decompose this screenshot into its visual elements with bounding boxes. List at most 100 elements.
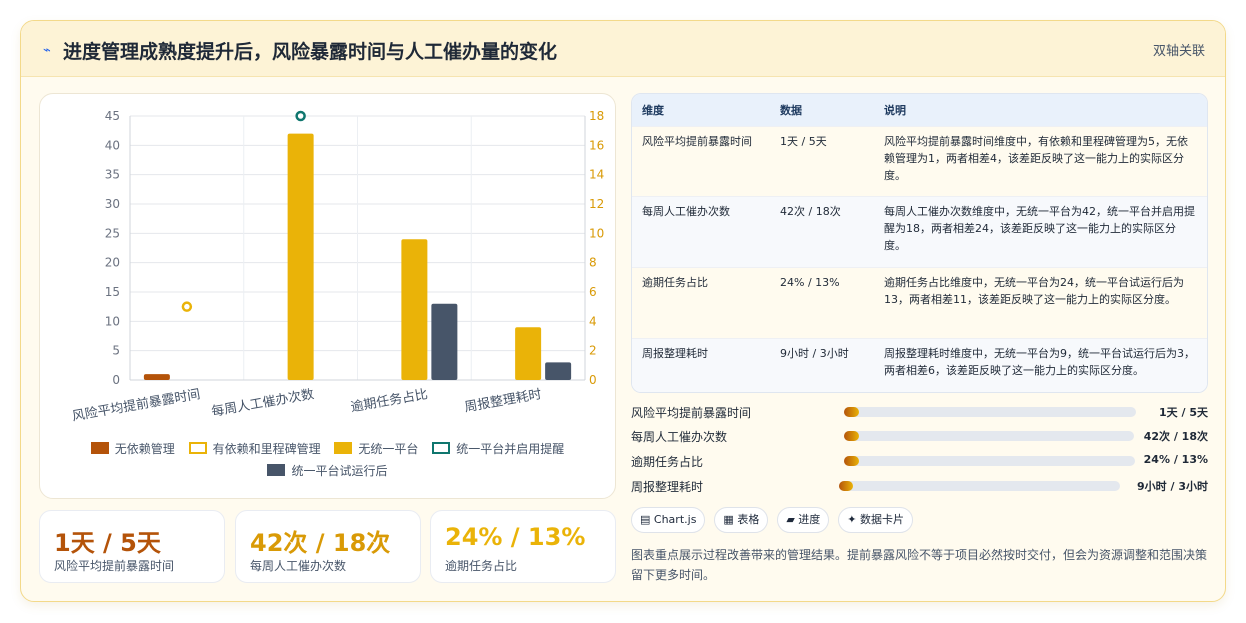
dual-axis-badge: 双轴关联 [1152, 44, 1205, 59]
progress-label: 风险平均提前暴露时间 [631, 406, 752, 420]
progress-track [844, 431, 1134, 441]
y-left-tick-label: 30 [105, 197, 120, 211]
chip-label: 数据卡片 [860, 513, 905, 526]
stat-label: 逾期任务占比 [445, 559, 518, 573]
legend-swatch [267, 464, 286, 476]
y-left-tick-label: 35 [105, 168, 120, 182]
y-left-tick-label: 15 [105, 285, 120, 299]
stat-value: 24% / 13% [445, 523, 586, 551]
progress-value: 1天 / 5天 [1159, 406, 1208, 419]
chip-progress[interactable]: ▰ 进度 [777, 507, 830, 533]
table-cell: 1天 / 5天 [770, 125, 874, 196]
table-row: 周报整理耗时 9小时 / 3小时 周报整理耗时维度中，无统一平台为9，统一平台试… [632, 337, 1207, 392]
y-left-tick-label: 45 [105, 109, 120, 123]
stat-card-reminders: 42次 / 18次 每周人工催办次数 [235, 510, 421, 583]
table-cell: 逾期任务占比 [632, 266, 770, 338]
y-right-tick-label: 4 [589, 314, 597, 328]
page-title: 进度管理成熟度提升后，风险暴露时间与人工催办量的变化 [63, 41, 558, 63]
table-cell: 周报整理耗时维度中，无统一平台为9，统一平台试运行后为3，两者相差6，该差距反映… [874, 337, 1207, 392]
table-icon: ▦ [723, 513, 734, 526]
stat-value: 1天 / 5天 [54, 529, 161, 557]
chip-label: Chart.js [653, 513, 697, 526]
bar [287, 133, 314, 380]
progress-row-risk-exposure: 风险平均提前暴露时间 1天 / 5天 [631, 404, 1208, 420]
table-header-row: 维度 数据 说明 [632, 94, 1207, 126]
progress-row-overdue: 逾期任务占比 24% / 13% [631, 453, 1208, 469]
x-tick-label: 逾期任务占比 [349, 386, 429, 415]
stat-card-risk-exposure: 1天 / 5天 风险平均提前暴露时间 [39, 510, 225, 583]
data-point [181, 301, 193, 312]
legend-swatch [432, 442, 451, 454]
y-left-tick-label: 25 [105, 226, 120, 240]
progress-track [844, 407, 1136, 417]
legend-label: 有依赖和里程碑管理 [212, 442, 321, 456]
y-right-tick-label: 18 [589, 109, 604, 123]
legend-swatch [334, 442, 353, 454]
y-left-tick-label: 20 [105, 256, 120, 270]
legend-label: 无依赖管理 [114, 442, 175, 456]
chip-label: 进度 [798, 513, 821, 526]
sparkle-icon: ✦ [847, 513, 857, 526]
stat-card-overdue: 24% / 13% 逾期任务占比 [430, 510, 616, 583]
data-table-panel: 维度 数据 说明 风险平均提前暴露时间 1天 / 5天 风险平均提前暴露时间维度… [631, 93, 1208, 393]
lightning-icon: ⌁ [43, 43, 51, 58]
legend-item-no-platform[interactable]: 无统一平台 [334, 440, 418, 457]
table-row: 逾期任务占比 24% / 13% 逾期任务占比维度中，无统一平台为24，统一平台… [632, 266, 1207, 338]
progress-track [844, 456, 1135, 466]
table-cell: 每周人工催办次数 [632, 195, 770, 267]
progress-fill [844, 407, 859, 417]
progress-fill [844, 431, 859, 441]
bar [401, 239, 428, 380]
y-left-tick-label: 5 [112, 344, 120, 358]
data-point [295, 110, 306, 122]
chip-chartjs[interactable]: ▤ Chart.js [631, 507, 706, 533]
chip-label: 表格 [737, 513, 760, 526]
bar [545, 362, 572, 380]
y-left-tick-label: 40 [105, 138, 120, 152]
progress-fill [844, 456, 859, 466]
progress-value: 24% / 13% [1143, 453, 1208, 466]
table-row: 每周人工催办次数 42次 / 18次 每周人工催办次数维度中，无统一平台为42，… [632, 195, 1207, 267]
data-table: 维度 数据 说明 风险平均提前暴露时间 1天 / 5天 风险平均提前暴露时间维度… [632, 94, 1207, 392]
legend-label: 统一平台试运行后 [291, 464, 388, 478]
bar [515, 327, 542, 380]
legend-item-dependency-milestone[interactable]: 有依赖和里程碑管理 [188, 440, 321, 457]
chip-data-card[interactable]: ✦ 数据卡片 [838, 507, 914, 533]
column-header[interactable]: 数据 [770, 94, 874, 126]
progress-label: 周报整理耗时 [631, 480, 704, 494]
y-right-tick-label: 0 [589, 373, 597, 387]
chip-table[interactable]: ▦ 表格 [714, 507, 769, 533]
legend-item-platform-reminder[interactable]: 统一平台并启用提醒 [432, 440, 564, 457]
chart-icon: ▤ [640, 513, 651, 526]
table-cell: 9小时 / 3小时 [770, 337, 874, 392]
progress-value: 42次 / 18次 [1143, 430, 1208, 443]
table-cell: 风险平均提前暴露时间 [632, 125, 770, 196]
legend-row-1: 无依赖管理 有依赖和里程碑管理 无统一平台 统一平台并启用提醒 [40, 440, 615, 457]
progress-label: 逾期任务占比 [631, 455, 704, 469]
legend-swatch [188, 442, 207, 454]
stat-value: 42次 / 18次 [250, 529, 391, 557]
table-cell: 周报整理耗时 [632, 337, 770, 392]
progress-label: 每周人工催办次数 [631, 430, 728, 444]
x-tick-label: 风险平均提前暴露时间 [71, 386, 202, 424]
legend-item-platform-trial[interactable]: 统一平台试运行后 [267, 462, 388, 479]
bar [431, 303, 458, 380]
bar [143, 374, 170, 380]
column-header[interactable]: 说明 [874, 94, 1207, 126]
y-right-tick-label: 14 [589, 168, 604, 182]
progress-track [839, 481, 1120, 491]
legend-swatch [90, 442, 109, 454]
column-header[interactable]: 维度 [632, 94, 770, 126]
legend-item-no-dependency[interactable]: 无依赖管理 [90, 440, 175, 457]
stat-label: 每周人工催办次数 [250, 559, 347, 573]
y-left-tick-label: 0 [112, 373, 120, 387]
y-right-tick-label: 16 [589, 138, 604, 152]
chip-row: ▤ Chart.js ▦ 表格 ▰ 进度 ✦ 数据卡片 [631, 507, 922, 533]
chart-note: 图表重点展示过程改善带来的管理结果。提前暴露风险不等于项目必然按时交付，但会为资… [631, 548, 1208, 582]
main-card: ⌁ 进度管理成熟度提升后，风险暴露时间与人工催办量的变化 双轴关联 0 5 10 15… [20, 20, 1226, 602]
y-right-tick-label: 2 [589, 344, 597, 358]
y-left-tick-label: 10 [105, 314, 120, 328]
table-cell: 24% / 13% [770, 266, 874, 338]
progress-row-weekly-report: 周报整理耗时 9小时 / 3小时 [631, 478, 1208, 494]
table-cell: 每周人工催办次数维度中，无统一平台为42，统一平台并启用提醒为18，两者相差24… [874, 195, 1207, 267]
